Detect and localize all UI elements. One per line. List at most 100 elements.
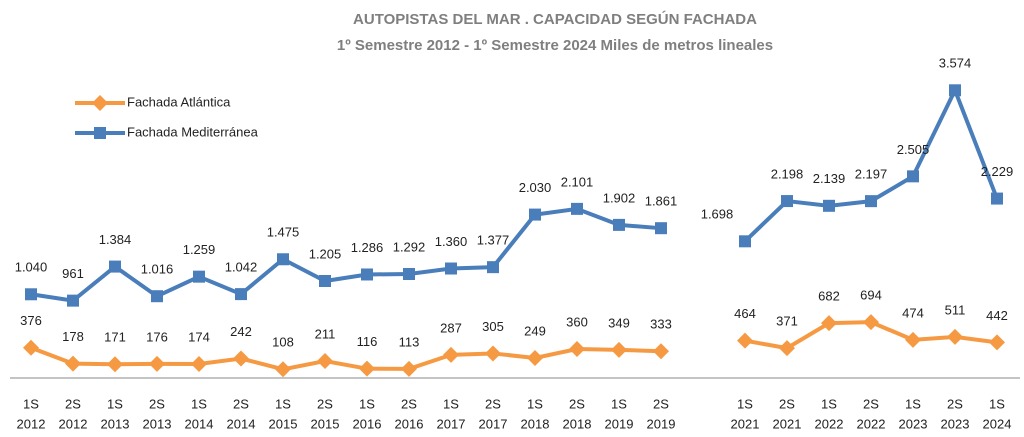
- data-label: 2.505: [897, 142, 930, 157]
- marker: [947, 328, 963, 345]
- x-tick-label: 2S: [569, 396, 585, 411]
- data-label: 442: [986, 308, 1008, 323]
- x-tick-label: 1S: [359, 396, 375, 411]
- marker: [67, 294, 79, 307]
- marker: [487, 261, 499, 274]
- marker: [94, 127, 106, 139]
- x-tick-label: 2017: [479, 416, 508, 431]
- x-tick-label: 2S: [401, 396, 417, 411]
- legend-label: Fachada Mediterránea: [127, 124, 259, 139]
- marker: [655, 222, 667, 235]
- marker: [865, 195, 877, 208]
- x-tick-label: 2013: [101, 416, 130, 431]
- marker: [403, 267, 415, 280]
- x-tick-label: 2S: [233, 396, 249, 411]
- data-label: 2.030: [519, 180, 552, 195]
- x-tick-label: 2019: [605, 416, 634, 431]
- data-label: 360: [566, 314, 588, 329]
- x-tick-label: 2S: [779, 396, 795, 411]
- data-label: 1.360: [435, 234, 468, 249]
- x-tick-label: 2S: [653, 396, 669, 411]
- data-label: 682: [818, 289, 840, 304]
- marker: [277, 253, 289, 266]
- marker: [739, 235, 751, 248]
- x-tick-label: 1S: [905, 396, 921, 411]
- marker: [569, 341, 585, 358]
- x-tick-label: 2022: [815, 416, 844, 431]
- data-label: 474: [902, 305, 924, 320]
- marker: [529, 208, 541, 221]
- data-label: 2.101: [561, 174, 594, 189]
- marker: [235, 288, 247, 301]
- data-label: 1.259: [183, 242, 216, 257]
- chart-title: AUTOPISTAS DEL MAR . CAPACIDAD SEGÚN FAC…: [353, 10, 757, 28]
- x-tick-label: 2015: [311, 416, 340, 431]
- marker: [191, 355, 207, 372]
- marker: [233, 350, 249, 367]
- marker: [653, 343, 669, 360]
- line: [30, 206, 662, 303]
- line: [30, 345, 662, 372]
- x-tick-label: 1S: [275, 396, 291, 411]
- x-tick-label: 1S: [737, 396, 753, 411]
- x-tick-label: 2012: [59, 416, 88, 431]
- marker: [151, 290, 163, 303]
- data-label: 1.475: [267, 225, 300, 240]
- data-label: 2.139: [813, 171, 846, 186]
- data-label: 1.377: [477, 233, 510, 248]
- x-tick-label: 2S: [947, 396, 963, 411]
- data-label: 113: [399, 334, 420, 349]
- marker: [737, 332, 753, 349]
- x-tick-label: 1S: [527, 396, 543, 411]
- marker: [989, 334, 1005, 351]
- x-tick-label: 2012: [17, 416, 46, 431]
- data-label: 2.197: [855, 167, 888, 182]
- marker: [361, 268, 373, 281]
- chart-subtitle: 1º Semestre 2012 - 1º Semestre 2024 Mile…: [337, 37, 773, 54]
- marker: [527, 349, 543, 366]
- x-tick-label: 2015: [269, 416, 298, 431]
- marker: [92, 95, 108, 111]
- x-tick-label: 2018: [563, 416, 592, 431]
- marker: [149, 355, 165, 372]
- x-tick-label: 2022: [857, 416, 886, 431]
- data-label: 1.042: [225, 260, 258, 275]
- marker: [359, 360, 375, 377]
- x-tick-label: 2014: [227, 416, 256, 431]
- x-tick-label: 2023: [941, 416, 970, 431]
- marker: [275, 361, 291, 378]
- data-label: 211: [315, 326, 336, 341]
- data-label: 1.384: [99, 232, 132, 247]
- x-tick-label: 2013: [143, 416, 172, 431]
- data-label: 2.229: [981, 164, 1014, 179]
- data-label: 171: [104, 330, 126, 345]
- data-label: 1.292: [393, 239, 426, 254]
- data-label: 333: [650, 317, 672, 332]
- marker: [571, 202, 583, 215]
- marker: [25, 288, 37, 301]
- data-label: 176: [146, 329, 168, 344]
- x-tick-label: 1S: [821, 396, 837, 411]
- data-label: 249: [524, 323, 546, 338]
- data-label: 305: [482, 319, 504, 334]
- x-tick-label: 2S: [317, 396, 333, 411]
- x-tick-label: 2S: [863, 396, 879, 411]
- data-label: 1.861: [645, 194, 678, 209]
- data-label: 3.574: [939, 56, 972, 71]
- marker: [319, 274, 331, 287]
- x-tick-label: 2016: [353, 416, 382, 431]
- x-tick-label: 2014: [185, 416, 214, 431]
- marker: [779, 340, 795, 357]
- data-label: 1.286: [351, 240, 384, 255]
- marker: [821, 315, 837, 332]
- data-label: 1.040: [15, 260, 48, 275]
- marker: [905, 331, 921, 348]
- marker: [781, 195, 793, 208]
- marker: [991, 192, 1003, 205]
- marker: [65, 355, 81, 372]
- x-tick-label: 1S: [191, 396, 207, 411]
- marker: [23, 339, 39, 356]
- x-tick-label: 2021: [731, 416, 760, 431]
- marker: [611, 341, 627, 358]
